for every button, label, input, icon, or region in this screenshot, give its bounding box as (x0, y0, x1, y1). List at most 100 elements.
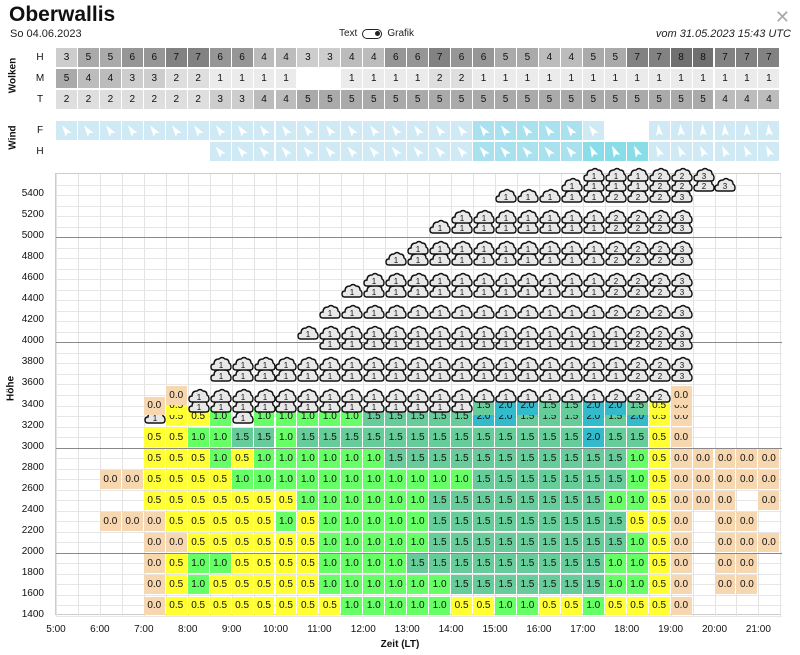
wind-arrow-icon (413, 124, 424, 137)
thermal-cell: 1.5 (538, 554, 560, 573)
svg-text:1: 1 (570, 361, 575, 370)
cloud-icon: 1 (363, 356, 385, 371)
cloud-icon: 1 (561, 356, 583, 371)
svg-text:1: 1 (504, 245, 509, 254)
wind-cell (473, 121, 494, 140)
cloud-cell: 1 (407, 323, 429, 343)
cloud-cell: 1 (473, 386, 495, 406)
cloud-cell: 1 (517, 186, 539, 206)
svg-text:1: 1 (438, 393, 443, 402)
svg-text:1: 1 (526, 340, 531, 349)
wind-arrow-icon (678, 145, 687, 158)
cloud-cell: 1 (341, 386, 364, 406)
thermal-cell: 0.0 (121, 470, 143, 489)
cloud-cell: 2 (605, 386, 627, 406)
thermal-cell: 0.0 (165, 533, 187, 552)
svg-text:1: 1 (482, 288, 487, 297)
svg-text:2: 2 (657, 245, 662, 254)
cloud-icon: 1 (473, 241, 495, 256)
cloud-cell: 1 (407, 69, 429, 88)
toggle-switch[interactable] (362, 28, 383, 39)
cloud-cell: 7 (187, 48, 209, 67)
thermal-cell: 1.0 (319, 554, 341, 573)
cloud-cell: 1 (516, 69, 538, 88)
wind-arrow-icon (589, 124, 599, 137)
svg-text:1: 1 (548, 340, 553, 349)
cloud-cell: 4 (538, 48, 560, 67)
wind-arrow-icon (369, 124, 380, 137)
cloud-cell: 1 (363, 270, 385, 290)
x-tick-label: 5:00 (46, 624, 66, 635)
svg-text:1: 1 (196, 403, 201, 412)
cloud-icon: 1 (407, 241, 429, 256)
svg-text:1: 1 (613, 361, 618, 370)
svg-text:1: 1 (613, 172, 618, 181)
thermal-cell: 1.5 (451, 428, 473, 447)
svg-text:1: 1 (416, 340, 421, 349)
svg-text:1: 1 (592, 393, 597, 402)
thermal-cell: 1.0 (626, 470, 648, 489)
thermal-cell: 1.0 (626, 533, 648, 552)
thermal-cell: 1.0 (275, 449, 297, 468)
thermal-cell: 0.5 (253, 491, 275, 510)
thermal-cell: 2.0 (582, 428, 604, 447)
svg-text:2: 2 (613, 309, 618, 318)
cloud-cell: 1 (319, 386, 342, 406)
cloud-cell: 1 (275, 69, 297, 88)
svg-text:1: 1 (262, 403, 267, 412)
thermal-cell: 0.0 (143, 512, 165, 531)
thermal-cell: 0.0 (670, 428, 692, 447)
cloud-cell: 1 (385, 323, 407, 343)
cloud-cell: 5 (407, 90, 429, 109)
svg-text:1: 1 (394, 340, 399, 349)
thermal-cell: 1.0 (385, 491, 407, 510)
close-icon[interactable]: ✕ (774, 7, 790, 27)
x-tick-label: 15:00 (482, 624, 508, 635)
y-tick-label: 4800 (21, 251, 44, 263)
svg-text:1: 1 (306, 361, 311, 370)
thermal-cell: 1.5 (560, 428, 582, 447)
thermal-cell: 1.0 (275, 512, 297, 531)
wind-cell (604, 121, 626, 140)
thermal-cell: 0.5 (648, 491, 670, 510)
wind-arrow-icon (128, 124, 138, 137)
wind-arrow-icon (500, 146, 512, 158)
cloud-cell: 2 (648, 270, 671, 290)
svg-text:1: 1 (350, 340, 355, 349)
svg-text:1: 1 (240, 403, 245, 412)
thermal-cell: 1.5 (582, 533, 604, 552)
cloud-icon: 2 (605, 304, 627, 319)
view-toggle[interactable]: Text Grafik (339, 28, 414, 39)
y-tick-label: 4400 (21, 293, 44, 305)
cloud-cell: 1 (517, 239, 539, 259)
cloud-icon: 1 (407, 304, 429, 319)
thermal-cell: 1.5 (560, 533, 582, 552)
svg-text:1: 1 (438, 277, 443, 286)
svg-text:1: 1 (372, 393, 377, 402)
svg-text:1: 1 (328, 403, 333, 412)
svg-text:1: 1 (570, 340, 575, 349)
thermal-cell: 0.5 (275, 533, 297, 552)
thermal-cell: 1.0 (341, 554, 363, 573)
cloud-icon: 3 (670, 356, 693, 371)
svg-text:1: 1 (394, 288, 399, 297)
svg-text:1: 1 (482, 256, 487, 265)
thermal-cell: 0.0 (714, 554, 736, 573)
wind-cell (165, 142, 187, 161)
svg-text:1: 1 (526, 361, 531, 370)
svg-text:1: 1 (482, 214, 487, 223)
y-tick-label: 1800 (21, 566, 44, 578)
cloud-cell: 1 (605, 323, 627, 343)
cloud-icon: 1 (495, 388, 517, 403)
thermal-cell: 1.5 (495, 554, 516, 573)
cloud-cell: 1 (429, 386, 451, 406)
wind-cell (143, 142, 165, 161)
thermal-cell: 1.0 (209, 449, 231, 468)
cloud-icon: 3 (670, 241, 693, 256)
thermal-cell: 0.5 (165, 470, 187, 489)
cloud-cell: 2 (626, 302, 649, 322)
svg-text:2: 2 (657, 214, 662, 223)
thermal-cell: 0.5 (604, 596, 626, 615)
thermal-cell: 0.5 (165, 554, 187, 573)
svg-text:1: 1 (526, 288, 531, 297)
